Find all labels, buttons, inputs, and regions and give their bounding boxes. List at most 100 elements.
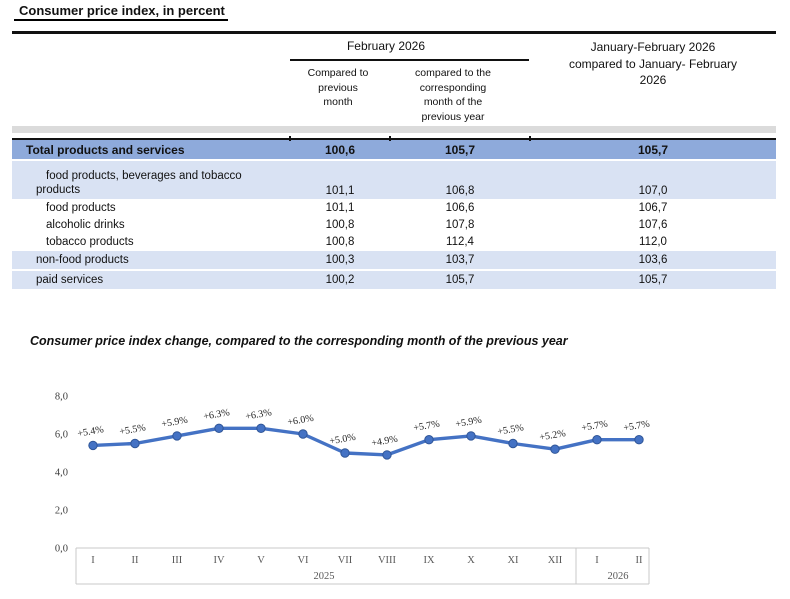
row-value: 100,8 [325,218,355,231]
column-header-prev-year: compared to the corresponding month of t… [415,67,491,123]
data-point-marker [424,435,434,445]
data-point-label: +5.7% [413,419,441,434]
year-label: 2026 [608,571,629,582]
table-row: food products, beverages and tobacco pro… [12,161,776,199]
y-axis-tick-label: 8,0 [55,392,68,403]
row-value: 112,4 [446,236,474,248]
category-label: I [91,555,95,566]
y-axis-tick-label: 2,0 [55,506,68,517]
category-label: II [636,555,643,566]
row-value: 107,6 [638,218,668,231]
data-point-label: +6.3% [245,407,273,422]
y-axis-tick-label: 6,0 [55,430,68,441]
category-label: IX [423,555,434,566]
row-label: Total products and services [26,142,185,157]
y-axis-tick-label: 4,0 [55,468,68,479]
data-point-marker [550,444,560,454]
category-label: II [132,555,139,566]
column-tick [389,136,391,141]
row-label: paid services [36,274,104,286]
column-group-header: February 2026 [346,39,426,53]
data-point-marker [88,440,98,451]
data-point-label: +5.7% [623,419,651,434]
spacer-band [12,126,776,133]
table-row: non-food products 100,3 103,7 103,6 [12,251,776,271]
category-label: V [257,555,265,566]
cpi-table: Total products and services 100,6 105,7 … [12,136,776,289]
category-label: I [595,555,599,566]
row-label: alcoholic drinks [46,218,125,231]
category-label: X [467,555,475,566]
row-value: 105,7 [637,142,669,157]
data-point-label: +5.7% [581,419,609,434]
page-title: Consumer price index, in percent [14,3,228,21]
data-point-marker [298,429,308,439]
column-group-underline [290,59,529,61]
y-axis-tick-label: 0,0 [55,544,68,555]
row-value: 101,1 [325,201,355,214]
cpi-line [91,426,641,457]
category-label: IV [213,555,224,566]
category-label: VIII [378,555,397,566]
data-point-label: +5.2% [539,428,567,443]
column-tick [529,136,531,141]
data-point-marker [466,431,476,441]
table-row: Total products and services 100,6 105,7 … [12,140,776,161]
data-point-marker [256,423,266,433]
category-label: VI [297,555,309,566]
data-point-marker [340,448,350,458]
row-value: 106,8 [445,185,475,197]
row-value: 105,7 [444,142,476,157]
row-value: 101,1 [325,185,355,197]
column-tick [289,136,291,141]
data-point-label: +5.0% [329,432,357,447]
row-value: 106,6 [445,201,475,214]
data-point-label: +5.9% [455,415,483,430]
category-label: III [172,555,183,566]
row-value: 103,7 [445,254,475,266]
row-value: 105,7 [445,274,475,286]
chart-title: Consumer price index change, compared to… [30,334,568,348]
category-label: XII [548,555,563,566]
column-header-prev-month: Compared to previous month [307,67,369,108]
row-value: 103,6 [638,254,668,266]
row-value: 107,8 [445,218,475,231]
table-top-rule [12,31,776,34]
data-point-label: +4.9% [371,434,399,449]
row-label: non-food products [36,254,129,266]
row-label: food products, beverages and tobacco pro… [36,170,242,196]
data-point-marker [130,438,140,449]
row-value: 100,3 [325,254,355,266]
data-point-label: +5.9% [161,415,189,430]
row-value: 106,7 [638,201,668,214]
category-label: XI [507,555,519,566]
column-header-jan-feb: January-February 2026 compared to Januar… [568,40,738,87]
table-row: tobacco products 100,8 112,4 112,0 [12,233,776,251]
row-value: 112,0 [639,236,667,248]
data-point-label: +5.4% [77,424,105,439]
row-value: 100,2 [325,274,355,286]
data-point-label: +5.5% [497,422,525,437]
row-label: tobacco products [46,236,134,248]
year-label: 2025 [314,571,335,582]
data-point-marker [508,438,518,449]
cpi-chart: 8,0 6,0 4,0 2,0 0,0 2025 2026 I II III IV V VI VII VII… [38,380,738,599]
row-label: food products [46,201,116,214]
data-point-marker [634,435,644,445]
row-value: 105,7 [638,274,668,286]
table-row: paid services 100,2 105,7 105,7 [12,271,776,289]
row-value: 100,6 [324,142,356,157]
category-label: VII [338,555,353,566]
data-point-label: +6.0% [287,413,315,428]
row-value: 107,0 [638,185,668,197]
data-point-marker [172,431,182,441]
data-point-label: +6.3% [203,407,231,422]
table-row: alcoholic drinks 100,8 107,8 107,6 [12,216,776,233]
data-point-marker [592,435,602,445]
data-point-label: +5.5% [119,422,147,437]
data-point-marker [382,450,392,460]
data-point-marker [214,423,224,433]
table-row: food products 101,1 106,6 106,7 [12,199,776,216]
